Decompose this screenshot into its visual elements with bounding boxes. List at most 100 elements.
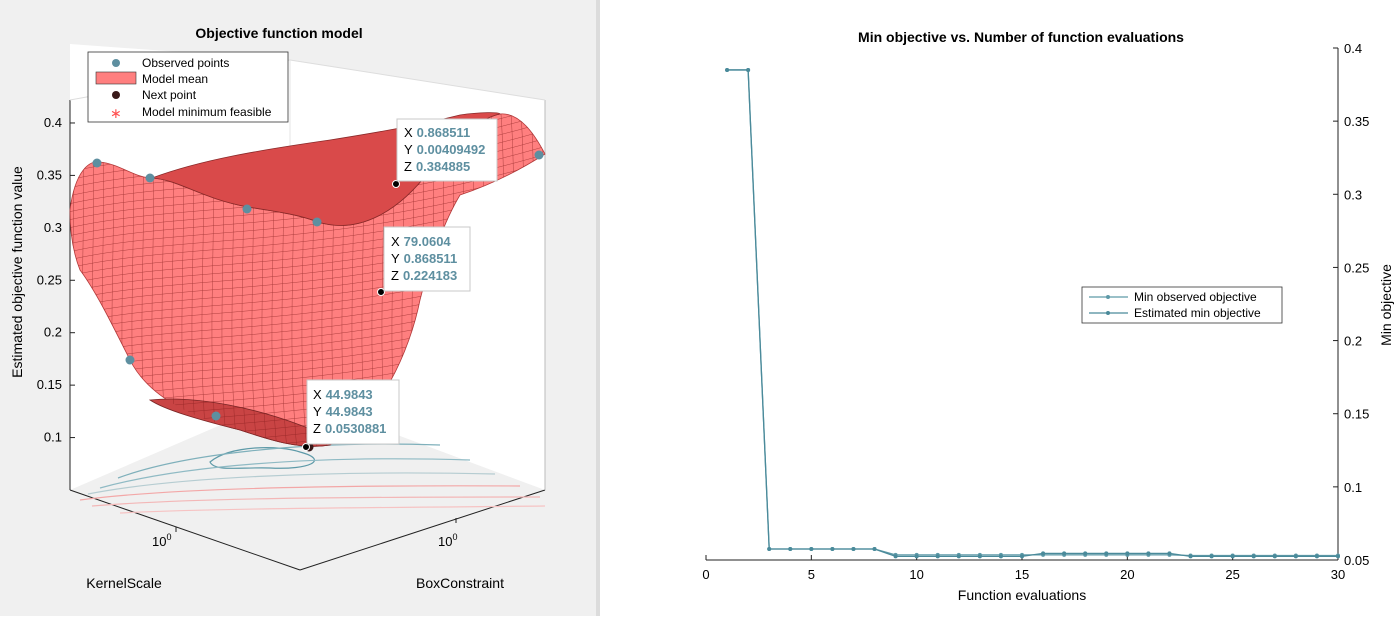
y-tick-label: 0.1 bbox=[1344, 480, 1362, 495]
datatip-anchor bbox=[377, 288, 385, 296]
data-point bbox=[746, 67, 751, 72]
legend-min-feasible-marker: ∗ bbox=[110, 105, 122, 121]
datatip-z-label: Z bbox=[391, 268, 399, 283]
data-point bbox=[1336, 554, 1340, 559]
legend-entry-observed: Observed points bbox=[142, 56, 229, 70]
z-tick-label: 0.1 bbox=[44, 430, 62, 445]
datatip-1[interactable]: X 0.868511 Y 0.00409492 Z 0.384885 bbox=[396, 118, 498, 182]
data-point bbox=[1146, 551, 1151, 556]
svg-text:Z0.0530881: Z 0.0530881 bbox=[313, 421, 386, 436]
series-group bbox=[725, 67, 1340, 559]
legend-entry-min-observed: Min observed objective bbox=[1134, 290, 1257, 304]
data-point bbox=[788, 547, 793, 552]
z-tick-label: 0.4 bbox=[44, 115, 62, 130]
right-x-axis-label: Function evaluations bbox=[958, 587, 1086, 603]
z-tick-label: 0.2 bbox=[44, 325, 62, 340]
datatip-y-label: Y bbox=[391, 251, 400, 266]
data-point bbox=[725, 67, 730, 72]
x-axis-ticks: 0 5 10 15 20 25 30 bbox=[702, 555, 1345, 582]
observed-point bbox=[211, 411, 221, 421]
data-point bbox=[893, 554, 898, 559]
left-chart-title: Objective function model bbox=[195, 25, 362, 41]
x-tick-label: 0 bbox=[702, 567, 709, 582]
observed-point bbox=[242, 204, 252, 214]
datatip-3[interactable]: X 44.9843 Y 44.9843 Z 0.0530881 bbox=[306, 379, 400, 445]
svg-text:Z0.224183: Z 0.224183 bbox=[391, 268, 457, 283]
axis-edge bbox=[299, 489, 546, 571]
x-tick-label: 20 bbox=[1120, 567, 1134, 582]
legend-model-mean-swatch bbox=[95, 71, 137, 85]
observed-point bbox=[125, 355, 135, 365]
data-point bbox=[1083, 551, 1088, 556]
y-axis-ticks: 0.05 0.1 0.15 0.2 0.25 0.3 0.35 0.4 bbox=[1333, 41, 1369, 568]
datatip-z-label: Z bbox=[313, 421, 321, 436]
svg-text:Z0.384885: Z 0.384885 bbox=[404, 159, 470, 174]
data-point bbox=[1188, 554, 1193, 559]
mesh-line bbox=[70, 165, 545, 247]
datatip-z-value: 0.224183 bbox=[403, 268, 457, 283]
data-point bbox=[1041, 551, 1046, 556]
legend-dot-estimated bbox=[1106, 311, 1110, 315]
right-y-axis-label: Min objective bbox=[1378, 264, 1394, 346]
min-objective-chart: Min objective vs. Number of function eva… bbox=[702, 29, 1394, 603]
datatip-x-value: 44.9843 bbox=[326, 387, 373, 402]
datatip-y-value: 0.00409492 bbox=[417, 142, 486, 157]
observed-point bbox=[312, 217, 322, 227]
objective-model-chart: 0.1 0.15 0.2 0.25 0.3 0.35 0.4 bbox=[9, 25, 546, 591]
x-tick-label: 30 bbox=[1331, 567, 1345, 582]
data-point bbox=[956, 554, 961, 559]
observed-point bbox=[145, 173, 155, 183]
svg-text:Y44.9843: Y 44.9843 bbox=[313, 404, 373, 419]
legend-next-marker bbox=[112, 91, 120, 99]
z-axis-label: Estimated objective function value bbox=[9, 166, 25, 378]
figure-divider bbox=[596, 0, 600, 616]
observed-point bbox=[534, 150, 544, 160]
y-tick-label: 0.15 bbox=[1344, 407, 1369, 422]
z-axis-ticks: 0.1 0.15 0.2 0.25 0.3 0.35 0.4 bbox=[37, 115, 75, 445]
data-point bbox=[1062, 551, 1067, 556]
series-line-estimated-min bbox=[727, 69, 1338, 557]
data-point bbox=[1167, 551, 1172, 556]
surface-bottom-fold bbox=[148, 398, 331, 447]
axis-edge bbox=[69, 489, 301, 571]
svg-text:X44.9843: X 44.9843 bbox=[313, 387, 373, 402]
legend: Observed points Model mean Next point ∗ … bbox=[87, 51, 289, 123]
y-tick-base: 10 bbox=[438, 534, 452, 549]
datatip-y-value: 44.9843 bbox=[326, 404, 373, 419]
data-point bbox=[1314, 554, 1319, 559]
data-point bbox=[872, 547, 877, 552]
y-tick-label: 0.05 bbox=[1344, 553, 1369, 568]
x-tick-base: 10 bbox=[152, 534, 166, 549]
y-tick-label: 0.35 bbox=[1344, 114, 1369, 129]
right-legend: Min observed objective Estimated min obj… bbox=[1081, 286, 1283, 324]
objective-model-figure: 0.1 0.15 0.2 0.25 0.3 0.35 0.4 bbox=[0, 0, 596, 616]
datatip-x-label: X bbox=[313, 387, 322, 402]
datatip-x-value: 79.0604 bbox=[404, 234, 452, 249]
data-point bbox=[830, 547, 835, 552]
legend-dot-observed bbox=[1106, 295, 1110, 299]
data-point bbox=[998, 554, 1003, 559]
data-point bbox=[1125, 551, 1130, 556]
data-point bbox=[935, 554, 940, 559]
min-objective-figure: Min objective vs. Number of function eva… bbox=[600, 0, 1400, 616]
data-point bbox=[1272, 554, 1277, 559]
z-tick-label: 0.35 bbox=[37, 167, 62, 182]
x-tick-label: 25 bbox=[1225, 567, 1239, 582]
svg-text:X79.0604: X 79.0604 bbox=[391, 234, 451, 249]
datatip-x-label: X bbox=[391, 234, 400, 249]
data-point bbox=[1209, 554, 1214, 559]
right-chart-title: Min objective vs. Number of function eva… bbox=[858, 29, 1184, 45]
x-tick-label: 15 bbox=[1015, 567, 1029, 582]
x-tick-label: 10 bbox=[909, 567, 923, 582]
datatip-z-value: 0.0530881 bbox=[325, 421, 386, 436]
data-point bbox=[1251, 554, 1256, 559]
legend-entry-next: Next point bbox=[142, 88, 197, 102]
legend-entry-model-mean: Model mean bbox=[142, 72, 208, 86]
svg-text:X0.868511: X 0.868511 bbox=[404, 125, 470, 140]
datatip-y-value: 0.868511 bbox=[404, 251, 458, 266]
observed-point bbox=[92, 158, 102, 168]
datatip-z-label: Z bbox=[404, 159, 412, 174]
datatip-2[interactable]: X 79.0604 Y 0.868511 Z 0.224183 bbox=[383, 226, 471, 292]
legend-entry-min-feasible: Model minimum feasible bbox=[142, 105, 272, 119]
datatip-y-label: Y bbox=[404, 142, 413, 157]
